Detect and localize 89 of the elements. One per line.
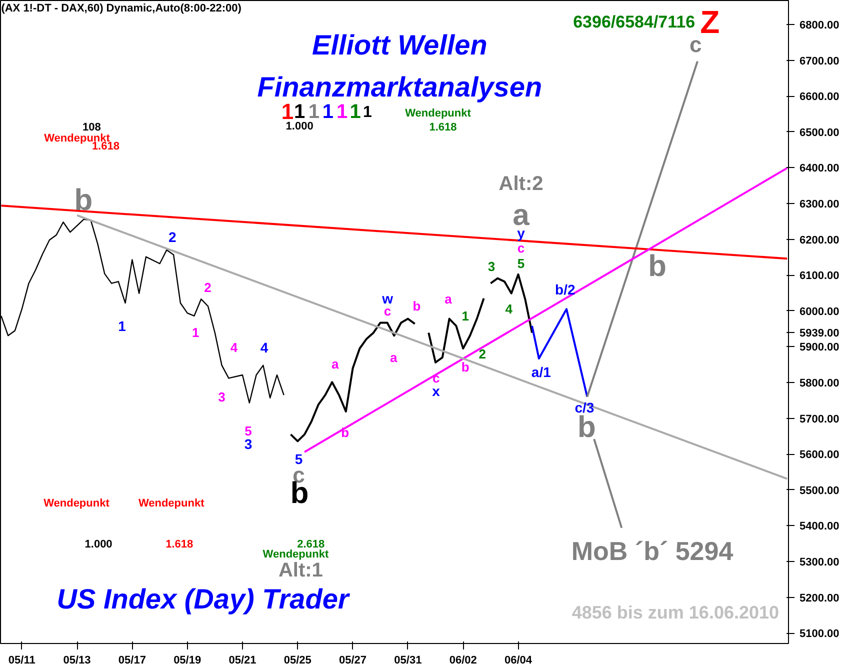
annotation: (AX 1!-DT - DAX,60) Dynamic,Auto(8:00-22:00) xyxy=(1,2,242,14)
annotation: 2 xyxy=(168,229,177,246)
annotation: 2 xyxy=(204,280,212,295)
annotation: 3 xyxy=(244,436,252,452)
annotation: 1 xyxy=(118,318,126,334)
y-tick-label: 5400.00 xyxy=(800,520,840,533)
annotation: 108 xyxy=(82,122,101,134)
annotation: 4 xyxy=(230,340,238,355)
annotation: 6396/6584/7116 xyxy=(573,12,696,32)
annotation: b xyxy=(648,250,666,284)
annotation: 5 xyxy=(517,256,525,272)
y-tick-label: 6600.00 xyxy=(800,91,840,104)
annotation: MoB ´b´ 5294 xyxy=(571,536,734,566)
annotation: 5 xyxy=(244,424,252,439)
y-tick-label: 5500.00 xyxy=(800,484,840,497)
annotation: 1.618 xyxy=(429,122,457,134)
annotation: 1 xyxy=(294,100,306,123)
y-tick-label: 6100.00 xyxy=(800,270,840,282)
y-tick-label: 6300.00 xyxy=(800,198,840,210)
x-tick-label: 05/13 xyxy=(63,654,91,666)
annotation: 1.618 xyxy=(92,140,120,152)
y-tick-label: 5900.00 xyxy=(800,342,840,354)
annotation: 1 xyxy=(308,100,320,123)
x-tick-label: 05/11 xyxy=(8,654,36,666)
annotation: 1.000 xyxy=(84,538,112,551)
annotation: 1 xyxy=(350,100,361,123)
x-tick-label: 05/19 xyxy=(174,654,202,666)
annotation: 4 xyxy=(505,302,514,317)
y-tick-label: 6500.00 xyxy=(800,126,840,139)
x-tick-label: 06/04 xyxy=(504,654,533,666)
y-tick-label: 6200.00 xyxy=(800,234,840,246)
annotation: b/2 xyxy=(555,281,576,298)
annotation: 3 xyxy=(218,389,226,404)
annotation: 1 xyxy=(192,325,200,340)
x-tick-label: 06/02 xyxy=(449,654,477,666)
y-tick-label: 5700.00 xyxy=(800,413,840,426)
y-tick-label: 6000.00 xyxy=(800,306,840,318)
annotation: 3 xyxy=(488,259,496,274)
annotation: c xyxy=(517,240,525,256)
annotation: 1 xyxy=(362,104,372,121)
y-tick-label: 5600.00 xyxy=(800,449,840,462)
annotation: x xyxy=(432,383,440,400)
line-series xyxy=(290,318,416,442)
x-tick-label: 05/31 xyxy=(394,654,422,666)
y-tick-label: 6700.00 xyxy=(800,55,840,68)
annotation: b xyxy=(412,298,421,314)
annotation: c/3 xyxy=(574,400,594,416)
text: Finanzmarktanalysen xyxy=(257,72,542,103)
x-tick-label: 05/17 xyxy=(118,654,146,666)
line-series xyxy=(531,308,588,398)
y-tick-label: 6800.00 xyxy=(800,19,840,32)
y-tick-label: 5100.00 xyxy=(800,628,840,640)
y-tick-label: 5939.00 xyxy=(800,328,840,340)
annotation: c xyxy=(432,370,440,386)
annotation: 1.000 xyxy=(286,120,314,132)
line-series xyxy=(490,273,534,334)
annotation: US Index (Day) Trader xyxy=(56,584,351,615)
annotation: 4856 bis zum 16.06.2010 xyxy=(572,602,780,623)
y-tick-label: 6400.00 xyxy=(800,162,840,175)
x-tick-label: 05/21 xyxy=(228,654,256,666)
annotation: b xyxy=(461,360,470,375)
x-tick-label: 05/27 xyxy=(339,654,367,666)
annotation: a/1 xyxy=(531,364,552,380)
annotation: Alt:2 xyxy=(498,172,544,195)
annotation: c xyxy=(689,32,702,58)
line-series xyxy=(428,297,485,364)
annotation: a xyxy=(332,356,340,372)
annotation: 4 xyxy=(260,339,268,356)
y-tick-label: 5800.00 xyxy=(800,378,840,390)
annotation: b xyxy=(74,184,93,218)
annotation: a xyxy=(444,292,453,307)
annotation: a xyxy=(390,350,398,365)
annotation: 2.618 xyxy=(297,538,325,551)
annotation: 1 xyxy=(322,100,334,123)
annotation: Wendepunkt xyxy=(44,498,110,510)
annotation: Wendepunkt xyxy=(405,108,472,120)
annotation: 5 xyxy=(294,451,303,468)
annotation: Z xyxy=(700,4,720,40)
annotation: Alt:1 xyxy=(278,559,323,582)
text: Elliott Wellen xyxy=(312,29,488,60)
x-tick-label: 05/25 xyxy=(284,654,312,666)
annotation: Wendepunkt xyxy=(262,548,329,561)
annotation: 2 xyxy=(478,346,486,362)
annotation: 1 xyxy=(336,100,348,123)
y-tick-label: 5300.00 xyxy=(800,556,840,569)
annotation: 1 xyxy=(462,308,469,324)
annotation: Wendepunkt xyxy=(138,498,205,510)
annotation: 1.618 xyxy=(166,538,194,551)
y-tick-label: 5200.00 xyxy=(800,592,840,604)
